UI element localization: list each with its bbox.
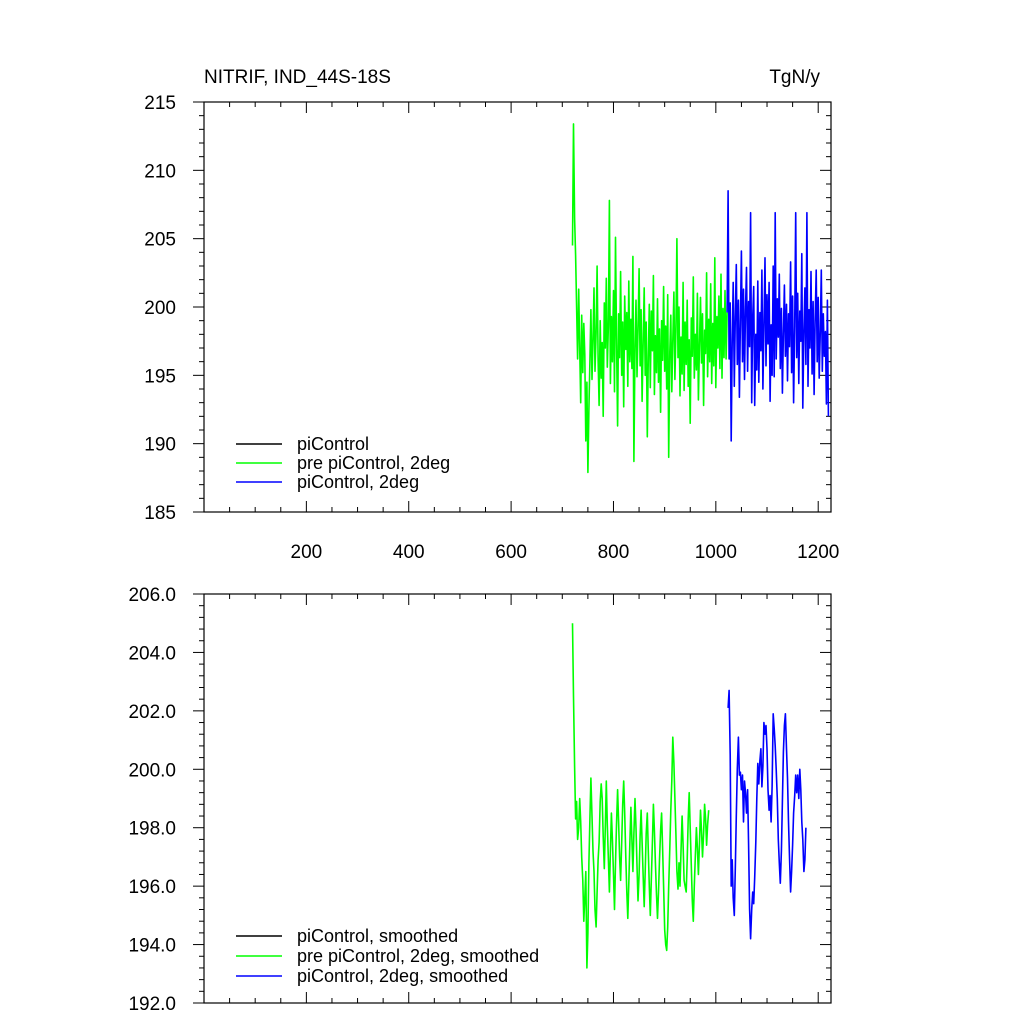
y-tick-label: 196.0 (128, 877, 176, 898)
y-tick-label: 204.0 (128, 643, 176, 664)
x-tick-label: 200 (291, 542, 323, 563)
y-tick-label: 194.0 (128, 936, 176, 957)
x-tick-label: 800 (598, 542, 630, 563)
y-tick-label: 198.0 (128, 819, 176, 840)
y-tick-label: 206.0 (128, 585, 176, 606)
legend-label: piControl, 2deg, smoothed (297, 966, 508, 986)
y-tick-label: 202.0 (128, 702, 176, 723)
legend-label: pre piControl, 2deg, smoothed (297, 946, 539, 966)
panel-bottom: 192.0 194.0 196.0 198.0 200.0 202.0 204.0 206.0… (128, 585, 832, 1015)
series-line-1 (571, 123, 728, 474)
y-tick-label: 200 (144, 298, 176, 319)
series-line-1 (571, 623, 710, 969)
legend-label: piControl, 2deg (297, 472, 419, 492)
y-tick-label: 210 (144, 161, 176, 182)
y-tick-label: 195 (144, 366, 176, 387)
x-tick-label: 600 (495, 542, 527, 563)
series-line-2 (726, 190, 830, 442)
y-tick-label: 215 (144, 93, 176, 114)
legend-label: pre piControl, 2deg (297, 453, 450, 473)
y-tick-label: 190 (144, 435, 176, 456)
y-tick-label: 205 (144, 230, 176, 251)
x-tick-label: 400 (393, 542, 425, 563)
series-line-2 (727, 689, 807, 940)
x-tick-label: 1000 (695, 542, 737, 563)
x-tick-label: 1200 (797, 542, 839, 563)
legend-label: piControl, smoothed (297, 926, 458, 946)
plot-frame (203, 593, 832, 1004)
units-label: TgN/y (769, 67, 820, 88)
panel-top: NITRIF, IND_44S-18S TgN/y 200 400 600 800 10… (144, 67, 839, 563)
chart-title: NITRIF, IND_44S-18S (204, 67, 391, 88)
y-tick-label: 192.0 (128, 994, 176, 1015)
y-tick-label: 185 (144, 503, 176, 524)
y-tick-label: 200.0 (128, 760, 176, 781)
legend-label: piControl (297, 434, 369, 454)
